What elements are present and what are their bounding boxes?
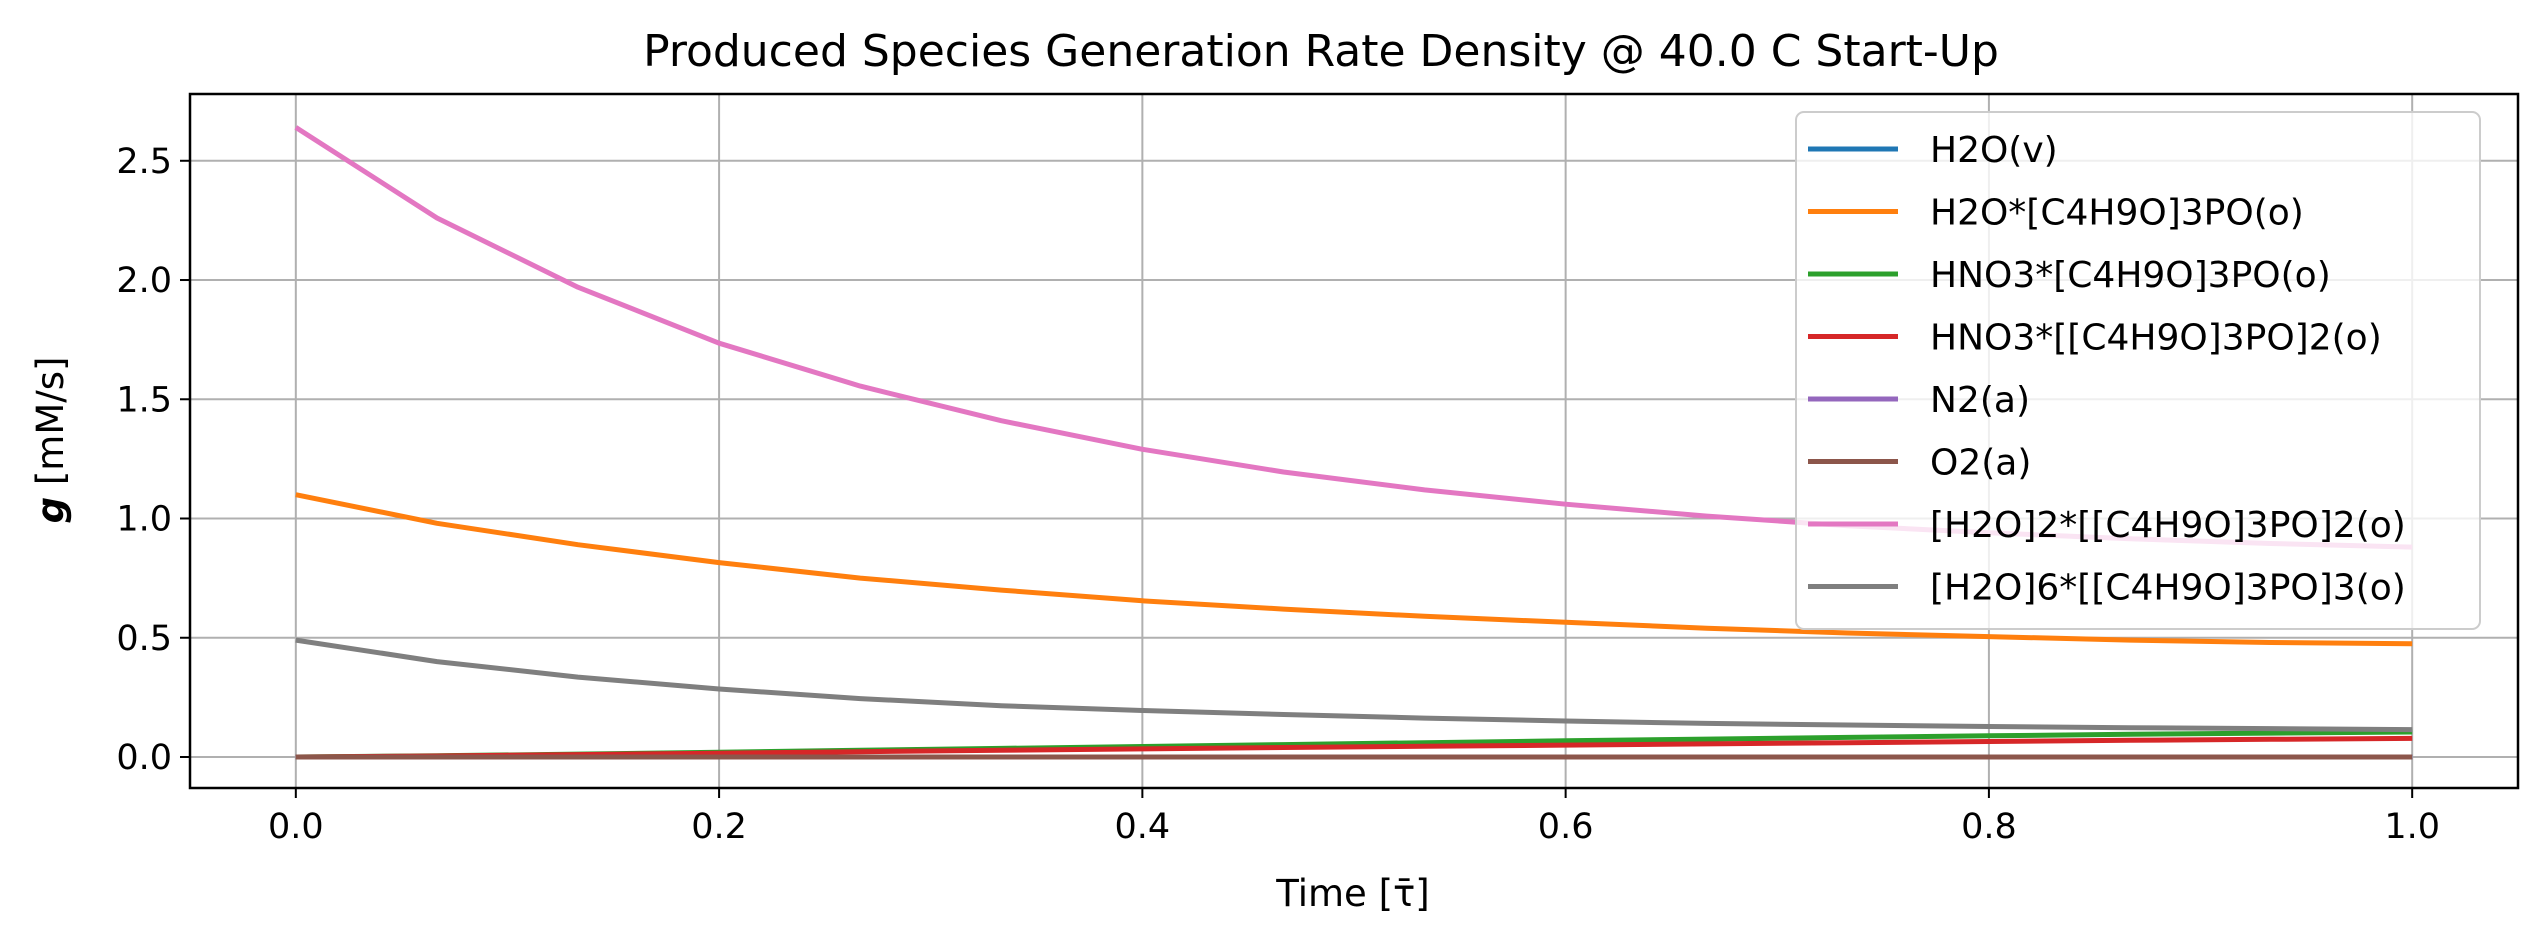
y-tick-label: 1.5 bbox=[116, 380, 172, 420]
x-tick-label: 0.4 bbox=[1115, 807, 1171, 847]
legend: H2O(v) H2O*[C4H9O]3PO(o) HNO3*[C4H9O]3PO(o… bbox=[1795, 111, 2481, 630]
x-tick-label: 0.0 bbox=[268, 807, 324, 847]
x-tick-label: 1.0 bbox=[2384, 807, 2440, 847]
axis-ticks: 0.0 0.2 0.4 0.6 0.8 1.0 0.0 0.5 1.0 1.5 2.0 2.5 bbox=[116, 142, 2440, 847]
legend-box bbox=[1795, 111, 2481, 630]
y-tick-label: 1.0 bbox=[116, 500, 172, 540]
y-tick-label: 0.5 bbox=[116, 619, 172, 659]
y-axis-units: [mM/s] bbox=[29, 357, 72, 486]
legend-entry-label: H2O*[C4H9O]3PO(o) bbox=[1930, 193, 2304, 234]
y-tick-label: 0.0 bbox=[116, 738, 172, 778]
x-tick-label: 0.2 bbox=[691, 807, 747, 847]
plot-frame bbox=[188, 92, 2520, 790]
legend-entry-label: N2(a) bbox=[1930, 380, 2030, 421]
series-line bbox=[295, 637, 2413, 733]
legend-entry-label: [H2O]2*[[C4H9O]3PO]2(o) bbox=[1930, 505, 2406, 546]
legend-entry-label: HNO3*[C4H9O]3PO(o) bbox=[1930, 255, 2331, 296]
legend-entry-label: O2(a) bbox=[1930, 443, 2031, 484]
legend-entry-label: H2O(v) bbox=[1930, 130, 2058, 171]
plot-area bbox=[294, 125, 2413, 760]
x-tick-label: 0.8 bbox=[1961, 807, 2017, 847]
series-line bbox=[295, 492, 2413, 647]
y-tick-label: 2.0 bbox=[116, 261, 172, 301]
series-line bbox=[295, 735, 2413, 760]
x-tick-label: 0.6 bbox=[1538, 807, 1594, 847]
legend-entry-label: [H2O]6*[[C4H9O]3PO]3(o) bbox=[1930, 568, 2406, 609]
y-axis-symbol: g bbox=[29, 497, 72, 524]
x-axis-label: Time [τ̄] bbox=[1275, 872, 1429, 915]
legend-entry-label: HNO3*[[C4H9O]3PO]2(o) bbox=[1930, 318, 2382, 359]
y-axis-label: g [mM/s] bbox=[29, 357, 72, 524]
y-tick-label: 2.5 bbox=[116, 142, 172, 182]
chart-title: Produced Species Generation Rate Density… bbox=[643, 26, 1999, 77]
